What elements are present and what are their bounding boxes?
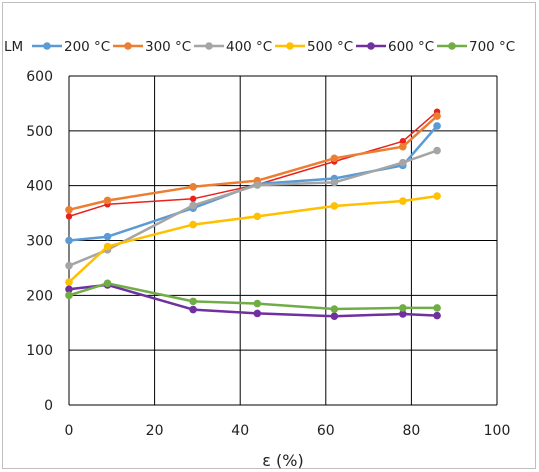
data-point	[399, 143, 407, 151]
legend: LM 200 °C 300 °C 400 °C 500 °C 600 °C 700 °C	[4, 39, 515, 55]
y-tick-label: 300	[26, 234, 53, 250]
data-point	[399, 159, 407, 167]
legend-item-5: 600 °C	[356, 39, 434, 55]
y-axis-ticks: 0 100 200 300 400 500 600	[26, 69, 53, 414]
data-point	[399, 197, 407, 205]
series-line	[69, 112, 437, 217]
data-point	[331, 305, 339, 313]
legend-label: 200 °C	[64, 39, 110, 55]
data-point	[190, 196, 196, 202]
x-tick-label: 40	[231, 423, 249, 439]
data-point	[331, 312, 339, 320]
legend-marker	[205, 42, 213, 50]
legend-item-6: 700 °C	[437, 39, 515, 55]
data-point	[189, 183, 197, 191]
x-tick-label: 20	[146, 423, 164, 439]
data-point	[254, 310, 262, 318]
data-point	[433, 192, 441, 200]
legend-label: 500 °C	[307, 39, 353, 55]
series-group	[65, 108, 441, 320]
series-3	[65, 147, 441, 270]
data-point	[331, 154, 339, 162]
x-axis-label: ε (%)	[262, 451, 303, 470]
legend-item-1: 200 °C	[32, 39, 110, 55]
x-tick-label: 80	[402, 423, 420, 439]
series-line	[69, 283, 437, 309]
y-tick-label: 600	[26, 69, 53, 85]
data-point	[65, 262, 73, 270]
legend-marker	[124, 42, 132, 50]
series-line	[69, 196, 437, 282]
x-axis-ticks: 0 20 40 60 80 100	[65, 423, 511, 439]
data-point	[433, 122, 441, 130]
data-point	[254, 181, 262, 189]
legend-marker	[367, 42, 375, 50]
data-point	[331, 202, 339, 210]
series-line	[69, 126, 437, 241]
data-point	[65, 237, 73, 245]
legend-label: LM	[4, 39, 23, 55]
data-point	[65, 278, 73, 286]
data-point	[189, 298, 197, 306]
x-tick-label: 100	[484, 423, 511, 439]
y-tick-label: 200	[26, 288, 53, 304]
data-point	[433, 304, 441, 312]
legend-item-2: 300 °C	[113, 39, 191, 55]
legend-label: 300 °C	[145, 39, 191, 55]
data-point	[433, 147, 441, 155]
series-2	[65, 112, 441, 213]
legend-marker	[286, 42, 294, 50]
y-tick-label: 500	[26, 124, 53, 140]
legend-marker	[448, 42, 456, 50]
data-point	[104, 197, 112, 205]
data-point	[104, 233, 112, 241]
legend-label: 400 °C	[226, 39, 272, 55]
legend-item-3: 400 °C	[194, 39, 272, 55]
legend-item-4: 500 °C	[275, 39, 353, 55]
series-4	[65, 192, 441, 286]
data-point	[104, 243, 112, 251]
legend-label: 600 °C	[388, 39, 434, 55]
data-point	[189, 202, 197, 210]
legend-item-0: LM	[4, 39, 23, 55]
data-point	[189, 221, 197, 229]
series-6	[65, 279, 441, 312]
series-line	[69, 285, 437, 316]
series-line	[69, 151, 437, 266]
data-point	[433, 112, 441, 120]
data-point	[433, 312, 441, 320]
x-tick-label: 0	[65, 423, 74, 439]
legend-marker	[43, 42, 51, 50]
data-point	[189, 306, 197, 314]
y-tick-label: 400	[26, 179, 53, 195]
y-tick-label: 0	[44, 398, 53, 414]
data-point	[66, 213, 72, 219]
x-tick-label: 60	[317, 423, 335, 439]
data-point	[65, 292, 73, 300]
data-point	[331, 179, 339, 187]
data-point	[104, 279, 112, 287]
y-tick-label: 100	[26, 343, 53, 359]
series-1	[65, 122, 441, 244]
data-point	[399, 304, 407, 312]
series-line	[69, 116, 437, 210]
data-point	[254, 213, 262, 221]
legend-label: 700 °C	[469, 39, 515, 55]
data-point	[254, 300, 262, 308]
data-point	[65, 206, 73, 214]
